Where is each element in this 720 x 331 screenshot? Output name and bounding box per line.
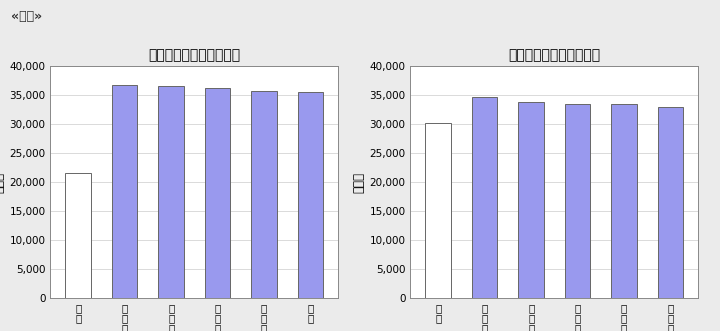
- Bar: [66, 173, 91, 298]
- Bar: [658, 107, 683, 298]
- Bar: [205, 88, 230, 298]
- Y-axis label: （円）: （円）: [352, 171, 365, 193]
- Bar: [518, 102, 544, 298]
- Title: 牛肉の支出が多い京都市: 牛肉の支出が多い京都市: [148, 48, 240, 62]
- Y-axis label: （円）: （円）: [0, 171, 5, 193]
- Title: 豚肉の支出が多い新潟市: 豚肉の支出が多い新潟市: [508, 48, 600, 62]
- Bar: [472, 97, 498, 298]
- Bar: [611, 104, 637, 298]
- Bar: [298, 92, 323, 298]
- Text: «肉類»: «肉類»: [11, 10, 42, 23]
- Bar: [158, 86, 184, 298]
- Bar: [251, 91, 277, 298]
- Bar: [565, 104, 590, 298]
- Bar: [112, 85, 138, 298]
- Bar: [426, 123, 451, 298]
